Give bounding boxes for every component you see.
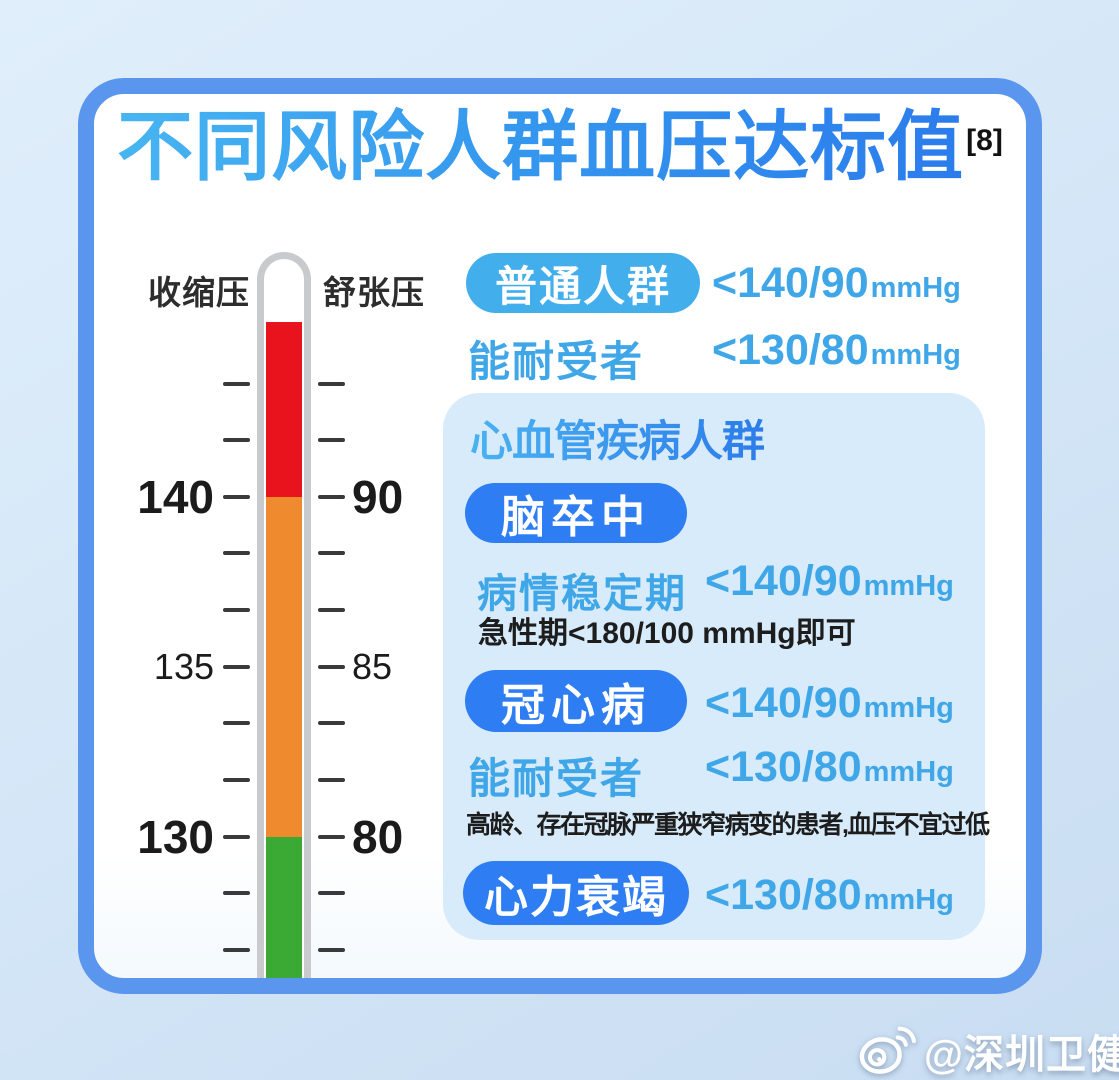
tick-mark [223, 891, 250, 895]
cardiovascular-panel: 心血管疾病人群 脑卒中 病情稳定期 <140/90 mmHg 急性期<180/1… [443, 393, 990, 940]
tick-mark [318, 438, 345, 442]
tick-mark [318, 665, 345, 669]
bp-number: <140/90 [705, 679, 862, 727]
bp-unit: mmHg [863, 756, 954, 788]
tick-mark [223, 948, 250, 952]
tick-mark [318, 382, 345, 386]
systolic-value-135: 135 [153, 646, 214, 687]
diastolic-label: 舒张压 [323, 274, 425, 311]
diastolic-value-85: 85 [352, 646, 393, 687]
page-title: 不同风险人群血压达标值 [117, 105, 965, 190]
heart-failure-pill: 心力衰竭 [463, 861, 689, 925]
tick-mark [318, 835, 345, 839]
bp-unit: mmHg [870, 272, 961, 304]
bp-number: <140/90 [705, 557, 862, 605]
tick-mark [318, 608, 345, 612]
coronary-caution-note: 高龄、存在冠脉严重狭窄病变的患者,血压不宜过低 [466, 811, 990, 839]
systolic-label: 收缩压 [148, 274, 250, 311]
thermometer-zone-elevated [266, 497, 302, 837]
tick-mark [223, 835, 250, 839]
stroke-stable-label: 病情稳定期 [477, 572, 687, 616]
tick-mark [318, 891, 345, 895]
tick-mark [223, 721, 250, 725]
tick-mark [223, 551, 250, 555]
diastolic-value-80: 80 [352, 811, 404, 863]
tick-mark [223, 495, 250, 499]
bp-number: <140/90 [712, 259, 869, 307]
tick-mark [223, 665, 250, 669]
stroke-stable-value: <140/90 mmHg [705, 551, 954, 611]
stroke-pill: 脑卒中 [465, 483, 687, 543]
tick-mark [223, 382, 250, 386]
tick-mark [223, 778, 250, 782]
bp-number: <130/80 [705, 871, 862, 919]
thermometer [257, 252, 311, 978]
tick-mark [318, 948, 345, 952]
main-card: 不同风险人群血压达标值 [8] 收缩压 舒张压 [78, 78, 1042, 994]
watermark: @深圳卫健委 [858, 1022, 1119, 1080]
coronary-pill: 冠心病 [465, 670, 687, 732]
bp-unit: mmHg [863, 570, 954, 602]
coronary-tolerant-label: 能耐受者 [468, 755, 645, 802]
tick-mark [318, 721, 345, 725]
systolic-value-140: 140 [137, 471, 214, 523]
weibo-icon [859, 1026, 916, 1074]
diastolic-value-90: 90 [352, 471, 404, 523]
bp-unit: mmHg [863, 884, 954, 916]
general-tolerant-label: 能耐受者 [468, 338, 645, 385]
bp-unit: mmHg [863, 692, 954, 724]
thermometer-zone-high [266, 322, 302, 497]
general-population-pill: 普通人群 [466, 253, 700, 313]
tick-mark [223, 438, 250, 442]
reference-superscript: [8] [966, 124, 1003, 157]
tick-mark [318, 551, 345, 555]
title-row: 不同风险人群血压达标值 [8] [94, 106, 1026, 190]
systolic-value-130: 130 [137, 811, 214, 863]
general-tolerant-value: <130/80 mmHg [712, 320, 961, 380]
general-target-value: <140/90 mmHg [712, 253, 961, 313]
bp-number: <130/80 [712, 326, 869, 374]
tick-mark [318, 778, 345, 782]
heart-failure-value: <130/80 mmHg [705, 865, 954, 925]
tick-mark [223, 608, 250, 612]
watermark-text: @深圳卫健委 [924, 1033, 1119, 1077]
thermometer-zone-target [266, 837, 302, 978]
bp-unit: mmHg [870, 339, 961, 371]
cardiovascular-heading: 心血管疾病人群 [470, 407, 765, 469]
stroke-acute-note: 急性期<180/100 mmHg即可 [478, 617, 856, 650]
coronary-target-value: <140/90 mmHg [705, 673, 954, 733]
coronary-tolerant-value: <130/80 mmHg [705, 737, 954, 797]
tick-mark [318, 495, 345, 499]
bp-number: <130/80 [705, 743, 862, 791]
